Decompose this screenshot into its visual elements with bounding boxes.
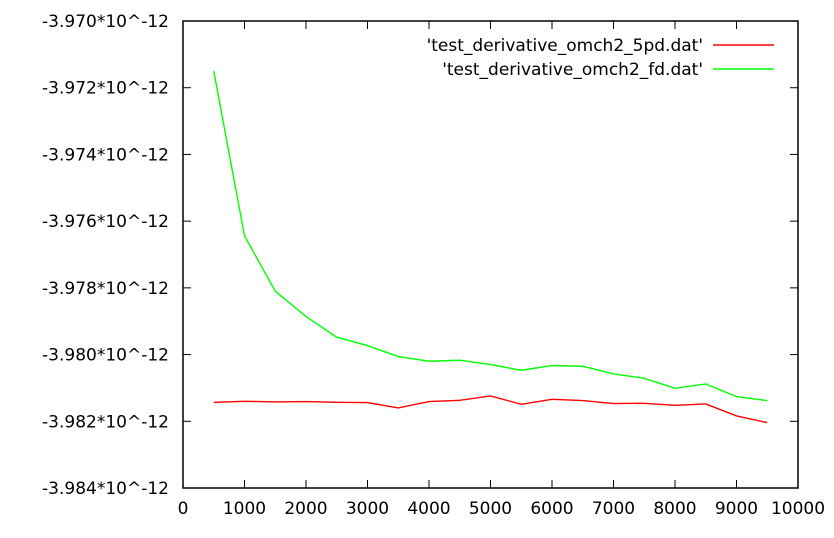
y-tick-label: -3.972*10^-12 xyxy=(42,79,169,99)
y-axis-ticks: -3.970*10^-12 -3.972*10^-12 -3.974*10^-12 -… xyxy=(42,12,798,499)
x-tick-label: 4000 xyxy=(407,499,450,519)
legend: 'test_derivative_omch2_5pd.dat' 'test_der… xyxy=(427,36,774,80)
legend-label: 'test_derivative_omch2_fd.dat' xyxy=(442,60,703,80)
y-tick-label: -3.978*10^-12 xyxy=(42,279,169,299)
y-tick-label: -3.982*10^-12 xyxy=(42,412,169,432)
x-tick-label: 0 xyxy=(178,499,189,519)
x-tick-label: 6000 xyxy=(530,499,573,519)
x-tick-label: 3000 xyxy=(346,499,389,519)
legend-label: 'test_derivative_omch2_5pd.dat' xyxy=(427,36,703,56)
x-tick-label: 10000 xyxy=(771,499,825,519)
x-tick-label: 5000 xyxy=(469,499,512,519)
y-tick-label: -3.970*10^-12 xyxy=(42,12,169,32)
y-tick-label: -3.976*10^-12 xyxy=(42,212,169,232)
plot-frame xyxy=(182,20,799,489)
series-line-1 xyxy=(213,395,768,424)
y-tick-label: -3.984*10^-12 xyxy=(42,479,169,499)
y-tick-label: -3.974*10^-12 xyxy=(42,145,169,165)
x-tick-label: 1000 xyxy=(223,499,266,519)
series-line-2 xyxy=(213,70,768,402)
x-tick-label: 9000 xyxy=(715,499,758,519)
x-tick-label: 8000 xyxy=(653,499,696,519)
y-tick-label: -3.980*10^-12 xyxy=(42,346,169,366)
x-tick-label: 2000 xyxy=(284,499,327,519)
series-lines xyxy=(213,70,768,424)
x-tick-label: 7000 xyxy=(592,499,635,519)
x-axis-ticks: 0 1000 2000 3000 4000 5000 6000 7000 8000 9000 100… xyxy=(178,21,825,519)
